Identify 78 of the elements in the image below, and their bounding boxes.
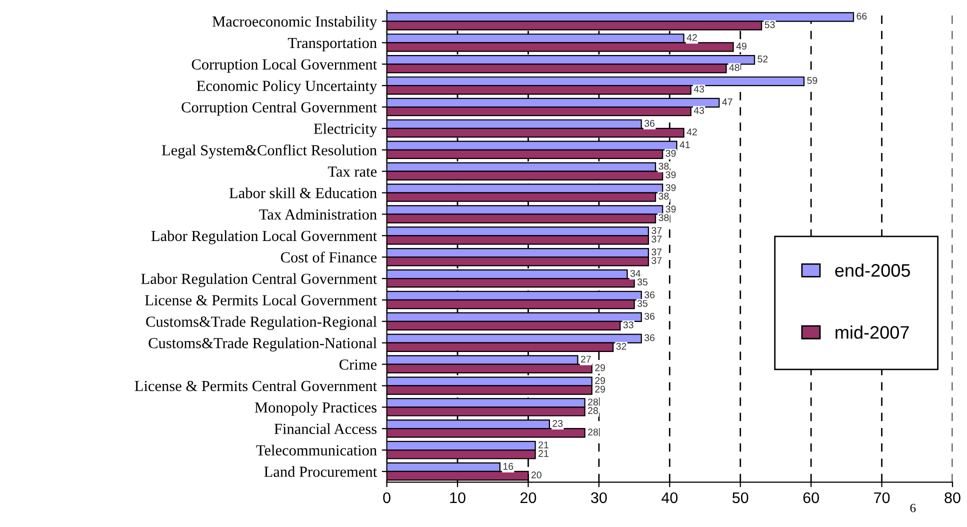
legend-label: end-2005 [835, 264, 910, 277]
data-label: 66 [856, 12, 867, 20]
data-label: 43 [694, 107, 704, 114]
y-tick-label: Labor skill & Education [229, 187, 377, 198]
y-tick-label: Telecommunication [256, 444, 377, 456]
data-label: 23 [552, 420, 563, 427]
data-label: 34 [630, 270, 641, 277]
data-label: 59 [807, 77, 818, 84]
data-label: 33 [623, 321, 634, 328]
data-label: 28 [588, 428, 598, 436]
data-label: 21 [538, 441, 548, 448]
data-label: 49 [736, 42, 746, 50]
x-tick-label: 70 [874, 492, 890, 504]
data-label: 39 [666, 206, 676, 213]
x-tick-label: 10 [450, 492, 466, 504]
data-label: 32 [616, 342, 626, 350]
data-label: 35 [637, 278, 648, 286]
data-label: 27 [580, 356, 591, 363]
data-label: 42 [686, 128, 697, 136]
x-tick-label: 20 [520, 492, 536, 504]
data-label: 39 [666, 150, 676, 157]
x-tick-label: 40 [662, 492, 678, 504]
y-tick-label: Corruption Local Government [192, 58, 377, 73]
y-tick-label: Tax rate [328, 166, 377, 177]
data-label: 28 [588, 407, 598, 414]
data-label: 39 [666, 171, 676, 178]
data-label: 37 [652, 227, 662, 234]
y-tick-label: Financial Access [274, 423, 377, 434]
data-label: 37 [652, 236, 662, 243]
y-tick-label: Land Procurement [264, 466, 377, 477]
data-label: 36 [644, 312, 655, 320]
data-label: 48 [729, 64, 740, 72]
text: 6 [910, 504, 916, 512]
y-tick-label: Macroeconomic Instability [212, 16, 378, 30]
x-tick-label: 50 [732, 492, 748, 504]
data-label: 47 [722, 98, 732, 106]
y-tick-label: License & Permits Local Government [145, 294, 377, 306]
y-tick-label: Corruption Central Government [182, 102, 377, 116]
data-label: 41 [680, 141, 690, 148]
data-label: 29 [595, 377, 605, 384]
data-label: 53 [764, 21, 775, 28]
data-label: 29 [595, 386, 605, 393]
data-label: 39 [666, 184, 676, 192]
y-tick-label: Tax Administration [259, 208, 377, 220]
data-label: 42 [686, 34, 697, 41]
data-label: 36 [644, 291, 655, 298]
data-label: 37 [652, 248, 662, 256]
data-label: 38 [658, 192, 669, 200]
data-label: 43 [694, 86, 704, 92]
y-tick-label: Monopoly Practices [254, 402, 377, 416]
y-tick-label: Crime [340, 359, 377, 370]
data-label: 36 [644, 120, 655, 127]
data-label: 38 [658, 214, 669, 222]
x-tick-label: 30 [591, 492, 607, 504]
y-tick-label: Economic Policy Uncertainty [196, 80, 378, 94]
x-tick-label: 60 [803, 492, 819, 504]
y-tick-label: Labor Regulation Local Government [151, 230, 377, 244]
y-tick-label: Transportation [288, 38, 377, 52]
legend-label: mid-2007 [836, 326, 909, 339]
y-tick-label: Electricity [314, 123, 378, 138]
data-label: 21 [538, 450, 548, 457]
data-label: 35 [637, 300, 648, 307]
data-label: 28 [588, 398, 598, 406]
x-tick-label: 0 [383, 492, 390, 504]
data-label: 38 [658, 162, 669, 170]
data-label: 16 [503, 462, 514, 470]
y-tick-label: Legal System&Conflict Resolution [162, 144, 377, 159]
y-tick-label: Cost of Finance [280, 252, 377, 263]
data-label: 36 [644, 334, 655, 342]
data-label: 29 [595, 364, 605, 372]
data-label: 20 [531, 472, 542, 478]
x-tick-label: 80 [944, 492, 960, 504]
data-label: 52 [758, 56, 768, 62]
y-tick-label: Customs&Trade Regulation-National [148, 338, 377, 352]
y-tick-label: License & Permits Central Government [134, 380, 377, 392]
data-label: 37 [652, 257, 662, 264]
y-tick-label: Labor Regulation Central Government [141, 273, 377, 288]
y-tick-label: Customs&Trade Regulation-Regional [146, 316, 377, 330]
